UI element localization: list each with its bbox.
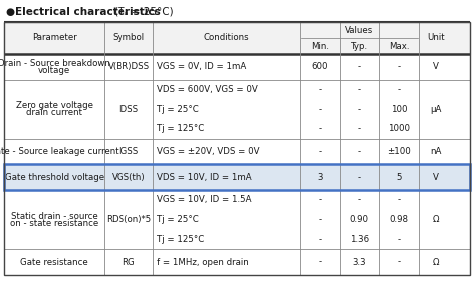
Text: -: - [397, 235, 401, 244]
Text: Zero gate voltage: Zero gate voltage [16, 101, 92, 110]
Bar [4, 164, 470, 190]
Text: 0.98: 0.98 [390, 215, 409, 224]
Text: -: - [358, 147, 361, 156]
Text: Gate threshold voltage: Gate threshold voltage [5, 173, 104, 182]
Text: -: - [318, 105, 321, 114]
Text: 0.90: 0.90 [350, 215, 369, 224]
Text: -: - [397, 62, 401, 71]
Text: Tj = 25°C: Tj = 25°C [157, 215, 199, 224]
Text: -: - [318, 125, 321, 133]
Text: Conditions: Conditions [204, 34, 249, 42]
Text: VGS = 10V, ID = 1.5A: VGS = 10V, ID = 1.5A [157, 196, 252, 204]
Bar [4, 164, 470, 190]
Text: Gate resistance: Gate resistance [20, 258, 88, 266]
Text: -: - [358, 85, 361, 94]
Text: on - state resistance: on - state resistance [10, 219, 98, 228]
Text: -: - [358, 173, 361, 182]
Text: 1000: 1000 [388, 125, 410, 133]
Text: 3: 3 [317, 173, 322, 182]
Text: -: - [358, 62, 361, 71]
Text: -: - [318, 147, 321, 156]
Text: Static drain - source: Static drain - source [11, 212, 98, 221]
Text: Parameter: Parameter [32, 34, 76, 42]
Text: Typ.: Typ. [351, 42, 368, 51]
Text: -: - [358, 125, 361, 133]
Text: -: - [318, 196, 321, 204]
Text: -: - [358, 105, 361, 114]
Text: V: V [433, 62, 439, 71]
Text: ●Electrical characteristics: ●Electrical characteristics [6, 7, 161, 17]
Text: VGS = ±20V, VDS = 0V: VGS = ±20V, VDS = 0V [157, 147, 260, 156]
Text: (Tₐ = 25°C): (Tₐ = 25°C) [111, 7, 174, 17]
Text: -: - [358, 196, 361, 204]
Text: Tj = 25°C: Tj = 25°C [157, 105, 199, 114]
Text: Symbol: Symbol [113, 34, 145, 42]
Text: -: - [318, 235, 321, 244]
Text: Max.: Max. [389, 42, 409, 51]
Text: Values: Values [345, 26, 374, 35]
Text: -: - [318, 258, 321, 266]
Text: -: - [397, 196, 401, 204]
Text: 3.3: 3.3 [353, 258, 366, 266]
Bar [4, 22, 470, 54]
Text: RDS(on)*5: RDS(on)*5 [106, 215, 151, 224]
Text: Unit: Unit [428, 34, 445, 42]
Text: Min.: Min. [311, 42, 328, 51]
Text: -: - [397, 85, 401, 94]
Text: 600: 600 [311, 62, 328, 71]
Text: Tj = 125°C: Tj = 125°C [157, 235, 204, 244]
Text: 1.36: 1.36 [350, 235, 369, 244]
Text: 5: 5 [396, 173, 401, 182]
Text: -: - [397, 258, 401, 266]
Text: Gate - Source leakage current: Gate - Source leakage current [0, 147, 119, 156]
Text: drain current: drain current [26, 108, 82, 117]
Text: Ω: Ω [433, 215, 439, 224]
Text: Ω: Ω [433, 258, 439, 266]
Text: μA: μA [430, 105, 442, 114]
Text: RG: RG [122, 258, 135, 266]
Text: -: - [318, 85, 321, 94]
Text: Tj = 125°C: Tj = 125°C [157, 125, 204, 133]
Text: VGS = 0V, ID = 1mA: VGS = 0V, ID = 1mA [157, 62, 246, 71]
Text: f = 1MHz, open drain: f = 1MHz, open drain [157, 258, 249, 266]
Text: V: V [433, 173, 439, 182]
Text: VDS = 600V, VGS = 0V: VDS = 600V, VGS = 0V [157, 85, 258, 94]
Text: VDS = 10V, ID = 1mA: VDS = 10V, ID = 1mA [157, 173, 252, 182]
Text: -: - [318, 215, 321, 224]
Text: VGS(th): VGS(th) [112, 173, 146, 182]
Text: IGSS: IGSS [118, 147, 139, 156]
Text: IDSS: IDSS [118, 105, 139, 114]
Text: voltage: voltage [38, 66, 70, 75]
Text: nA: nA [430, 147, 442, 156]
Text: V(BR)DSS: V(BR)DSS [108, 62, 150, 71]
Text: 100: 100 [391, 105, 407, 114]
Bar [4, 22, 470, 275]
Text: ±100: ±100 [387, 147, 411, 156]
Text: Drain - Source breakdown: Drain - Source breakdown [0, 59, 110, 68]
